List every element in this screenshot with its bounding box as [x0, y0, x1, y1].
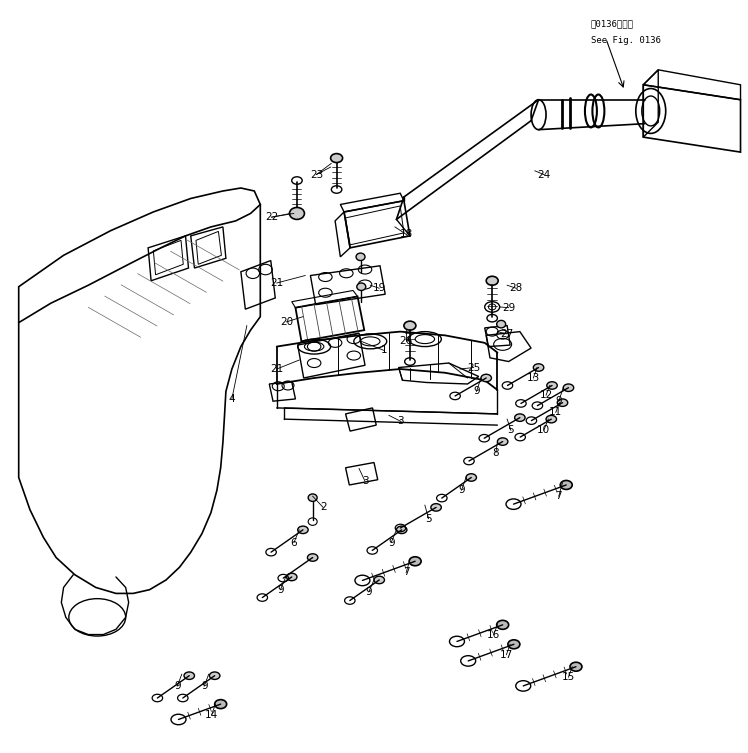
- Ellipse shape: [546, 416, 557, 423]
- Ellipse shape: [289, 208, 304, 219]
- Text: 9: 9: [473, 386, 479, 397]
- Ellipse shape: [396, 526, 407, 534]
- Text: 28: 28: [509, 283, 523, 293]
- Text: 27: 27: [500, 329, 513, 339]
- Text: 围0136围参照: 围0136围参照: [591, 19, 634, 28]
- Ellipse shape: [560, 480, 572, 489]
- Text: 10: 10: [537, 425, 551, 435]
- Text: See Fig. 0136: See Fig. 0136: [591, 36, 660, 45]
- Text: 3: 3: [362, 476, 368, 486]
- Text: 6: 6: [291, 538, 297, 547]
- Ellipse shape: [286, 573, 297, 581]
- Ellipse shape: [481, 374, 491, 382]
- Text: 1: 1: [381, 346, 387, 355]
- Ellipse shape: [404, 321, 416, 330]
- Text: 9: 9: [201, 681, 207, 691]
- Text: 5: 5: [508, 425, 514, 435]
- Ellipse shape: [515, 414, 525, 422]
- Ellipse shape: [563, 384, 574, 392]
- Text: 19: 19: [373, 283, 386, 293]
- Text: 24: 24: [537, 169, 551, 179]
- Ellipse shape: [409, 556, 421, 566]
- Ellipse shape: [497, 437, 508, 445]
- Ellipse shape: [374, 576, 384, 584]
- Text: 20: 20: [280, 317, 293, 327]
- Ellipse shape: [184, 672, 194, 679]
- Text: 14: 14: [205, 709, 218, 720]
- Ellipse shape: [331, 154, 343, 163]
- Text: 15: 15: [562, 672, 575, 682]
- Ellipse shape: [497, 320, 506, 328]
- Ellipse shape: [486, 276, 498, 285]
- Ellipse shape: [215, 700, 227, 709]
- Text: 8: 8: [493, 448, 499, 458]
- Text: 29: 29: [502, 303, 515, 312]
- Text: 13: 13: [527, 373, 540, 383]
- Text: 9: 9: [388, 538, 394, 547]
- Ellipse shape: [497, 620, 509, 630]
- Text: 16: 16: [487, 630, 500, 639]
- Ellipse shape: [209, 672, 220, 679]
- Ellipse shape: [557, 399, 568, 407]
- Ellipse shape: [431, 504, 441, 511]
- Text: 7: 7: [403, 568, 409, 578]
- Text: 22: 22: [265, 212, 278, 222]
- Text: 21: 21: [270, 364, 283, 374]
- Text: 9: 9: [278, 584, 283, 595]
- Text: 2: 2: [320, 502, 326, 512]
- Ellipse shape: [298, 526, 308, 534]
- Ellipse shape: [466, 474, 476, 481]
- Text: 26: 26: [399, 336, 413, 346]
- Text: 9: 9: [459, 485, 465, 495]
- Text: 9: 9: [366, 587, 372, 597]
- Text: 9: 9: [556, 396, 562, 406]
- Text: 18: 18: [399, 230, 413, 239]
- Text: 23: 23: [310, 169, 323, 179]
- Ellipse shape: [508, 640, 520, 649]
- Ellipse shape: [570, 662, 582, 671]
- Text: 4: 4: [229, 394, 235, 404]
- Text: 17: 17: [500, 650, 513, 660]
- Ellipse shape: [307, 553, 318, 561]
- Ellipse shape: [356, 253, 365, 261]
- Text: 7: 7: [556, 491, 562, 501]
- Text: 12: 12: [539, 390, 553, 400]
- Text: 3: 3: [398, 416, 404, 426]
- Ellipse shape: [533, 364, 544, 371]
- Text: 11: 11: [549, 407, 562, 417]
- Ellipse shape: [308, 494, 317, 501]
- Ellipse shape: [357, 283, 366, 291]
- Text: 5: 5: [426, 514, 432, 523]
- Text: 21: 21: [270, 278, 283, 288]
- Text: 25: 25: [467, 362, 480, 373]
- Ellipse shape: [547, 382, 557, 389]
- Text: 9: 9: [174, 681, 180, 691]
